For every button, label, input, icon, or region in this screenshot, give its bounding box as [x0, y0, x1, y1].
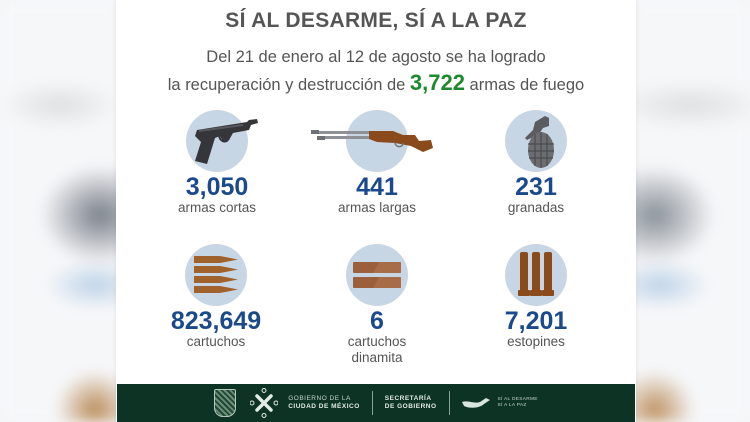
- infographic-title: SÍ AL DESARME, SÍ A LA PAZ: [225, 9, 527, 32]
- grenade-icon: [456, 110, 616, 172]
- cdmx-logo-icon: [250, 388, 279, 418]
- subtitle-line-2: la recuperación y destrucción de 3,722 a…: [116, 70, 636, 98]
- footer-bar: GOBIERNO DE LA CIUDAD DE MÉXICO SECRETAR…: [117, 384, 635, 422]
- secretaria-text: SECRETARÍA DE GOBIERNO: [385, 395, 437, 411]
- subtitle-suffix: armas de fuego: [464, 76, 585, 94]
- sec-line-1: SECRETARÍA: [384, 395, 432, 402]
- stat-value: 6: [370, 307, 384, 335]
- stat-value: 231: [515, 173, 557, 201]
- dove-icon: [461, 398, 490, 408]
- detonators-icon: [456, 244, 616, 306]
- infographic-card: SÍ AL DESARME, SÍ A LA PAZ Del 21 de ene…: [116, 0, 636, 422]
- gov-line-2: CIUDAD DE MÉXICO: [288, 403, 360, 410]
- campaign-line-2: SÍ A LA PAZ: [497, 403, 527, 408]
- stat-label: armas cortas: [177, 200, 257, 215]
- subtitle-prefix: la recuperación y destrucción de: [167, 76, 410, 94]
- coat-of-arms-icon: [214, 389, 237, 417]
- pistol-icon: [137, 110, 297, 172]
- gov-line-1: GOBIERNO DE LA: [288, 395, 351, 402]
- stat-label: granadas: [507, 200, 565, 215]
- stat-label: armas largas: [337, 200, 417, 215]
- campaign-line-1: SÍ AL DESARME: [497, 397, 538, 402]
- gobierno-cdmx-text: GOBIERNO DE LA CIUDAD DE MÉXICO: [288, 395, 360, 411]
- stat-value: 7,201: [504, 307, 568, 335]
- footer-divider: [448, 391, 450, 415]
- dynamite-icon: [297, 244, 457, 306]
- stat-value: 3,050: [185, 173, 249, 201]
- infographic-subtitle: Del 21 de enero al 12 de agosto se ha lo…: [116, 44, 636, 98]
- total-weapons-count: 3,722: [409, 70, 465, 95]
- stat-label: cartuchos dinamita: [347, 334, 407, 365]
- icon-circle: [185, 244, 247, 306]
- sec-line-2: DE GOBIERNO: [384, 403, 437, 410]
- subtitle-line-1: Del 21 de enero al 12 de agosto se ha lo…: [206, 48, 546, 66]
- cartridges-icon: [136, 244, 296, 306]
- footer-divider: [371, 391, 373, 415]
- rifle-icon: [297, 110, 457, 172]
- campaign-text: SÍ AL DESARME SÍ A LA PAZ: [498, 397, 538, 409]
- icon-circle: [346, 244, 408, 306]
- stat-value: 441: [356, 173, 398, 201]
- icon-circle: [186, 110, 248, 172]
- stat-label: cartuchos: [186, 334, 246, 349]
- stat-label: estopines: [507, 334, 565, 349]
- stat-value: 823,649: [170, 307, 262, 335]
